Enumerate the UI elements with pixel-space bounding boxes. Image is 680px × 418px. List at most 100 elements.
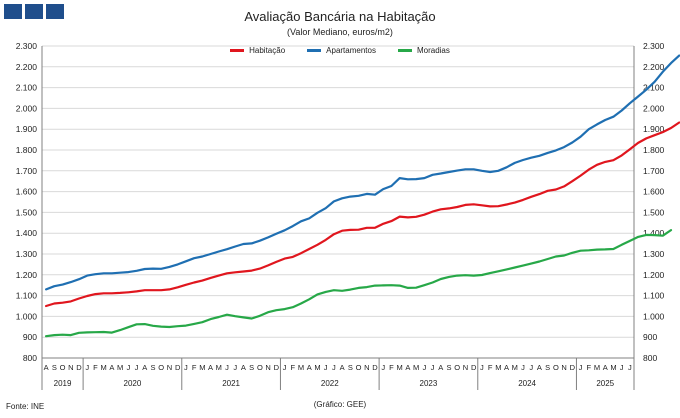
y-tick-label-left: 1.300 <box>16 249 38 259</box>
x-month-label: A <box>438 363 443 372</box>
logo-block <box>4 4 22 19</box>
y-tick-label-left: 1.400 <box>16 228 38 238</box>
chart-credit: (Gráfico: GEE) <box>313 400 367 409</box>
legend-swatch <box>230 49 245 52</box>
y-tick-label-left: 1.600 <box>16 187 38 197</box>
x-month-label: F <box>389 363 394 372</box>
y-tick-label-right: 2.100 <box>643 83 665 93</box>
x-year-label: 2024 <box>518 379 536 388</box>
y-tick-label-left: 2.200 <box>16 62 38 72</box>
x-month-label: A <box>405 363 410 372</box>
x-month-label: N <box>364 363 369 372</box>
x-month-label: O <box>454 363 460 372</box>
x-month-label: N <box>463 363 468 372</box>
x-year-label: 2021 <box>222 379 240 388</box>
x-month-label: J <box>184 363 188 372</box>
legend-item-apartamentos: Apartamentos <box>307 46 376 55</box>
y-tick-label-right: 1.900 <box>643 124 665 134</box>
x-month-label: S <box>249 363 254 372</box>
x-month-label: D <box>471 363 477 372</box>
x-year-label: 2020 <box>124 379 142 388</box>
x-month-label: J <box>480 363 484 372</box>
x-month-label: S <box>52 363 57 372</box>
x-year-label: 2019 <box>54 379 72 388</box>
y-tick-label-left: 900 <box>23 332 37 342</box>
x-month-label: A <box>603 363 608 372</box>
x-month-label: S <box>446 363 451 372</box>
x-month-label: J <box>431 363 435 372</box>
x-month-label: J <box>332 363 336 372</box>
x-month-label: A <box>340 363 345 372</box>
x-month-label: J <box>85 363 89 372</box>
logo-block <box>46 4 64 19</box>
x-month-label: S <box>545 363 550 372</box>
x-month-label: F <box>93 363 98 372</box>
x-month-label: M <box>117 363 123 372</box>
x-month-label: M <box>101 363 107 372</box>
x-month-label: F <box>586 363 591 372</box>
x-month-label: M <box>314 363 320 372</box>
y-tick-label-right: 1.300 <box>643 249 665 259</box>
x-month-label: D <box>570 363 576 372</box>
x-month-label: A <box>44 363 49 372</box>
x-month-label: S <box>150 363 155 372</box>
x-month-label: O <box>257 363 263 372</box>
y-tick-label-right: 1.500 <box>643 207 665 217</box>
y-tick-label-left: 1.100 <box>16 291 38 301</box>
x-month-label: M <box>512 363 518 372</box>
x-month-label: D <box>76 363 82 372</box>
x-month-label: M <box>413 363 419 372</box>
x-month-label: F <box>192 363 197 372</box>
x-month-label: A <box>504 363 509 372</box>
legend-label: Apartamentos <box>326 46 376 55</box>
x-month-label: M <box>495 363 501 372</box>
x-month-label: D <box>274 363 280 372</box>
y-tick-label-right: 800 <box>643 353 657 363</box>
y-tick-label-right: 1.700 <box>643 166 665 176</box>
x-month-label: O <box>60 363 66 372</box>
x-month-label: M <box>397 363 403 372</box>
x-month-label: J <box>233 363 237 372</box>
legend-item-moradias: Moradias <box>397 46 450 55</box>
y-tick-label-right: 1.800 <box>643 145 665 155</box>
x-month-label: M <box>594 363 600 372</box>
x-month-label: M <box>199 363 205 372</box>
x-month-label: A <box>208 363 213 372</box>
x-month-label: J <box>324 363 328 372</box>
series-line <box>44 229 673 338</box>
x-month-label: J <box>628 363 632 372</box>
legend-swatch <box>397 49 412 52</box>
x-month-label: M <box>216 363 222 372</box>
series-line <box>44 54 680 291</box>
x-month-label: A <box>307 363 312 372</box>
x-year-label: 2023 <box>420 379 438 388</box>
chart-subtitle: (Valor Mediano, euros/m2) <box>287 27 393 37</box>
y-tick-label-left: 1.800 <box>16 145 38 155</box>
x-month-label: A <box>142 363 147 372</box>
logo-block <box>25 4 43 19</box>
y-tick-label-left: 800 <box>23 353 37 363</box>
y-tick-label-left: 1.900 <box>16 124 38 134</box>
x-month-label: M <box>298 363 304 372</box>
y-tick-label-left: 2.000 <box>16 103 38 113</box>
y-tick-label-right: 1.600 <box>643 187 665 197</box>
y-tick-label-left: 1.200 <box>16 270 38 280</box>
brand-logo <box>4 4 64 19</box>
x-month-label: J <box>620 363 624 372</box>
y-tick-label-right: 1.100 <box>643 291 665 301</box>
y-tick-label-right: 2.300 <box>643 41 665 51</box>
x-month-label: S <box>348 363 353 372</box>
x-month-label: A <box>537 363 542 372</box>
x-month-label: J <box>579 363 583 372</box>
x-month-label: J <box>283 363 287 372</box>
y-tick-label-left: 1.000 <box>16 311 38 321</box>
x-month-label: A <box>109 363 114 372</box>
y-tick-label-right: 2.200 <box>643 62 665 72</box>
x-month-label: D <box>372 363 378 372</box>
y-tick-label-left: 2.100 <box>16 83 38 93</box>
chart-legend: Habitação Apartamentos Moradias <box>0 46 680 55</box>
x-month-label: O <box>158 363 164 372</box>
x-month-label: O <box>356 363 362 372</box>
x-month-label: J <box>135 363 139 372</box>
x-year-label: 2022 <box>321 379 339 388</box>
